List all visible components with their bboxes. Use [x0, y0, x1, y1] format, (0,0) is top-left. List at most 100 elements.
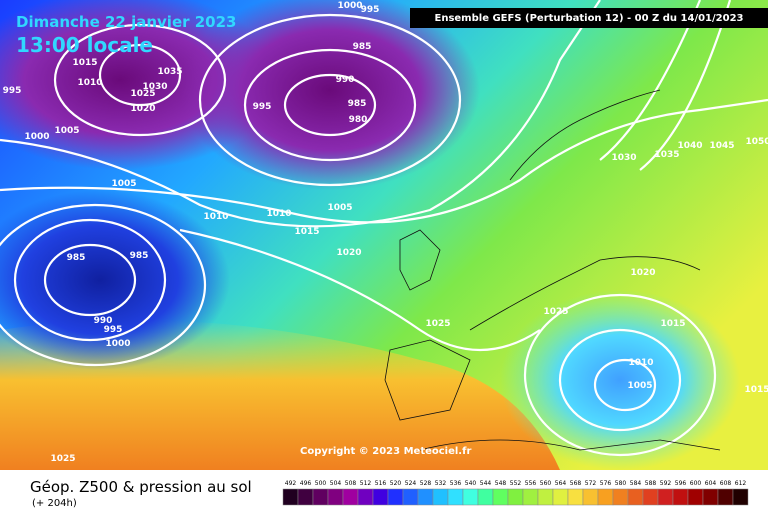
model-info: Ensemble GEFS (Perturbation 12) - 00 Z d…: [435, 13, 744, 24]
legend-label: 528: [420, 480, 432, 487]
legend-swatch: [462, 488, 479, 506]
legend-label: 596: [675, 480, 687, 487]
legend-label: 580: [615, 480, 627, 487]
isobar-label: 1020: [630, 268, 655, 278]
legend-label: 604: [705, 480, 717, 487]
legend-swatch: [297, 488, 314, 506]
legend-label: 568: [570, 480, 582, 487]
isobar-label: 985: [130, 251, 149, 261]
legend-swatch: [582, 488, 599, 506]
low-pressure: [0, 190, 230, 370]
legend-label: 556: [525, 480, 537, 487]
model-banner: [410, 8, 768, 28]
legend-label: 524: [405, 480, 417, 487]
legend-swatch: [597, 488, 614, 506]
legend-swatch: [342, 488, 359, 506]
isobar-label: 1025: [130, 89, 155, 99]
legend-swatch: [507, 488, 524, 506]
isobar-label: 995: [253, 102, 272, 112]
legend-label: 516: [375, 480, 387, 487]
legend-label: 532: [435, 480, 447, 487]
date: Dimanche 22 janvier 2023: [16, 13, 237, 31]
legend-swatch: [522, 488, 539, 506]
isobar-label: 1015: [72, 58, 97, 68]
legend-swatch: [492, 488, 509, 506]
copyright: Copyright © 2023 Meteociel.fr: [300, 446, 471, 457]
legend-swatch: [627, 488, 644, 506]
legend-swatch: [282, 488, 299, 506]
legend-swatch: [672, 488, 689, 506]
legend-swatch: [327, 488, 344, 506]
legend-label: 540: [465, 480, 477, 487]
legend-swatch: [657, 488, 674, 506]
isobar-label: 1015: [660, 319, 685, 329]
isobar-label: 1035: [157, 67, 182, 77]
legend-label: 544: [480, 480, 492, 487]
low-pressure: [180, 0, 480, 190]
isobar-label: 1045: [709, 141, 734, 151]
legend-label: 512: [360, 480, 372, 487]
legend-label: 584: [630, 480, 642, 487]
legend-swatch: [417, 488, 434, 506]
isobar-label: 980: [349, 115, 368, 125]
footer-title: Géop. Z500 & pression au sol: [30, 478, 252, 496]
legend-swatch: [702, 488, 719, 506]
legend-swatch: [447, 488, 464, 506]
legend-label: 496: [300, 480, 312, 487]
legend-swatch: [402, 488, 419, 506]
isobar-label: 1015: [294, 227, 319, 237]
isobar-label: 1050: [745, 137, 768, 147]
isobar-label: 1035: [654, 150, 679, 160]
isobar-label: 995: [361, 5, 380, 15]
isobar-label: 1030: [611, 153, 636, 163]
legend-swatch: [372, 488, 389, 506]
legend-label: 608: [720, 480, 732, 487]
isobar-label: 1025: [50, 454, 75, 464]
isobar-label: 1040: [677, 141, 702, 151]
isobar-label: 985: [353, 42, 372, 52]
legend-label: 564: [555, 480, 567, 487]
legend-swatch: [717, 488, 734, 506]
legend-swatch: [552, 488, 569, 506]
legend-label: 536: [450, 480, 462, 487]
legend-label: 572: [585, 480, 597, 487]
isobar-label: 1005: [111, 179, 136, 189]
isobar-label: 985: [348, 99, 367, 109]
legend-label: 504: [330, 480, 342, 487]
legend-label: 588: [645, 480, 657, 487]
isobar-label: 990: [336, 75, 355, 85]
isobar-label: 1020: [130, 104, 155, 114]
legend-label: 520: [390, 480, 402, 487]
isobar-label: 995: [104, 325, 123, 335]
legend-swatch: [642, 488, 659, 506]
legend-swatch: [687, 488, 704, 506]
low-pressure: [500, 290, 740, 470]
legend-swatch: [612, 488, 629, 506]
isobar-label: 1025: [543, 307, 568, 317]
isobar-label: 1000: [24, 132, 49, 142]
isobar-label: 995: [3, 86, 22, 96]
isobar-label: 1000: [105, 339, 130, 349]
isobars: [0, 0, 768, 455]
isobar-label: 985: [67, 253, 86, 263]
isobar-label: 1005: [627, 381, 652, 391]
isobar-label: 1015: [744, 385, 768, 395]
legend-swatch: [432, 488, 449, 506]
legend-swatch: [312, 488, 329, 506]
isobar-label: 1030: [142, 82, 167, 92]
isobar-label: 1005: [54, 126, 79, 136]
isobar-label: 1010: [203, 212, 228, 222]
legend-label: 612: [735, 480, 747, 487]
legend-label: 508: [345, 480, 357, 487]
isobar-label: 1010: [266, 209, 291, 219]
isobar-label: 1010: [628, 358, 653, 368]
legend-swatch: [537, 488, 554, 506]
legend-label: 560: [540, 480, 552, 487]
legend-label: 552: [510, 480, 522, 487]
isobar-label: 1000: [337, 1, 362, 11]
isobar-label: 990: [94, 316, 113, 326]
local-time: 13:00 locale: [16, 33, 153, 57]
isobar-label: 1010: [77, 78, 102, 88]
isobar-label: 1005: [327, 203, 352, 213]
